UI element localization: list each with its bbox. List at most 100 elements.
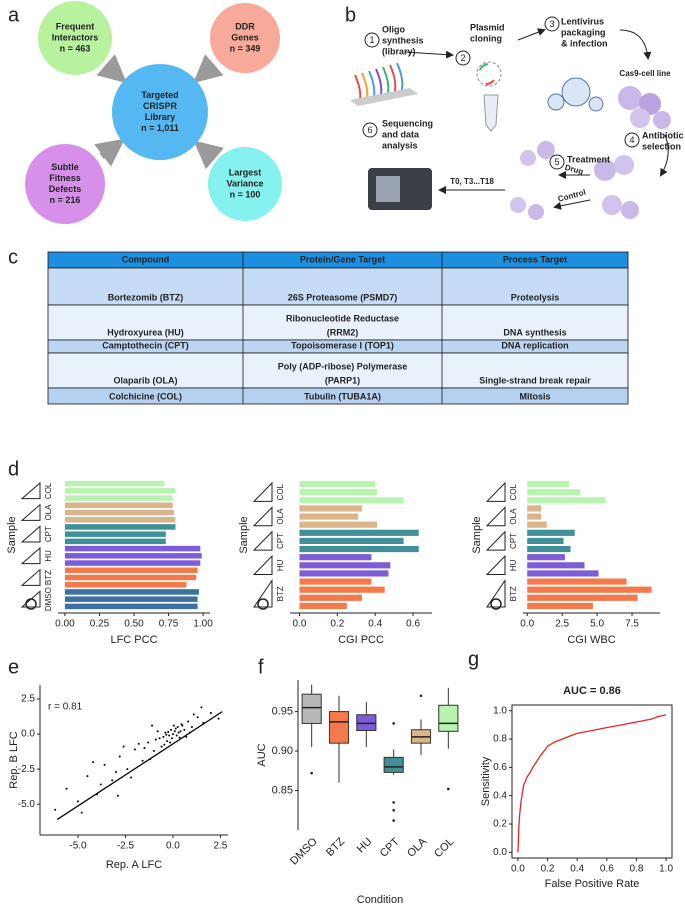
step-number: 5 [554,157,559,167]
table-cell: DNA synthesis [503,327,566,337]
step-label: Oligo [382,24,405,34]
point [133,748,136,751]
bar [527,602,593,610]
bar [64,567,198,574]
bar [299,521,378,528]
dose-triangle [485,530,506,551]
y-axis-label: AUC [256,743,268,766]
cell-line-label: Cas9-cell line [619,69,671,78]
bar [527,529,575,536]
x-tick-label: 0.0 [293,619,307,630]
node [208,147,282,221]
table-row [47,267,629,306]
bar [527,594,638,601]
x-tick-label: -2.5 [117,841,135,852]
point [168,734,171,737]
dose-triangle [20,525,41,543]
y-axis-label: Rep. B LFC [8,731,20,789]
x-tick-label: 0.0 [166,841,180,852]
bar [64,581,187,588]
table-cell: Poly (ADP-ribose) Polymerase [278,361,408,371]
point [143,747,146,750]
step-label: selection [642,141,681,151]
point [118,755,121,758]
node-label: n = 100 [230,189,261,199]
node-label: Fitness [49,173,81,183]
bar [527,513,542,520]
panel-label: b [345,4,356,26]
table-cell: Ribonucleotide Reductase [286,313,399,323]
table-header: Protein/Gene Target [300,254,385,264]
point [156,730,159,733]
group-label: COL [276,483,285,500]
bar [527,545,571,553]
table-header: Compound [122,254,170,264]
table-header: Process Target [503,254,567,264]
x-axis-label: LFC PCC [110,634,157,646]
x-tick-label: 0.6 [406,619,420,630]
table-cell: (RRM2) [327,327,359,337]
node-label: Largest [229,167,262,177]
step-circle [362,122,378,138]
node-label: Genes [231,32,259,42]
y-tick-label: -5.0 [18,799,36,810]
point [141,759,144,762]
x-tick-label: 0.6 [600,864,614,875]
panel-label: g [468,648,479,670]
dose-triangle [20,546,41,565]
box [301,693,322,724]
step-label: Antibiotic [642,130,684,140]
step-number: 3 [549,19,554,29]
point [111,779,114,782]
point [151,724,154,727]
point [165,733,168,736]
y-tick-label: 1.0 [493,705,507,716]
bar [527,570,599,577]
point [80,811,83,814]
table-cell: Tubulin (TUBA1A) [304,391,381,401]
x-tick-label: 0.4 [368,619,382,630]
clock-icon [25,598,37,610]
step-number: 2 [460,53,465,63]
group-label: BTZ [44,570,53,585]
node [210,3,280,73]
x-tick-label: 1.00 [193,619,213,630]
group-label: BTZ [276,586,285,601]
point [217,717,220,720]
x-tick-label: COL [432,836,456,860]
step-circle [455,50,471,66]
bar [64,596,198,602]
point [162,735,165,738]
step-label: synthesis [382,35,424,45]
point [183,728,186,731]
group-label: OLA [44,504,53,521]
bar [299,480,376,488]
table-cell: Olaparib (OLA) [113,375,177,385]
dose-triangle [252,481,273,502]
y-tick-label: 0.0 [493,847,507,858]
point [171,733,174,736]
bar [64,560,201,566]
node-label: CRISPR [143,101,178,111]
roc-line [517,714,667,853]
arrow [193,140,224,170]
outlier [392,819,395,822]
bar [64,524,176,530]
point [178,736,181,739]
panel-label: c [8,246,18,268]
step-circle [544,16,560,32]
y-axis-label: Sample [238,516,250,553]
step-circle [549,154,565,170]
x-tick-label: BTZ [324,835,347,858]
dose-triangle [20,503,41,521]
x-tick-label: 2.5 [213,841,227,852]
point [169,741,172,744]
y-tick-label: -2.5 [18,764,36,775]
node-label: n = 349 [230,43,261,53]
bar [299,505,362,512]
plot-frame [511,704,673,859]
step-label: analysis [382,140,418,150]
point [163,743,166,746]
x-tick-label: 0.0 [520,619,534,630]
point [176,726,179,729]
